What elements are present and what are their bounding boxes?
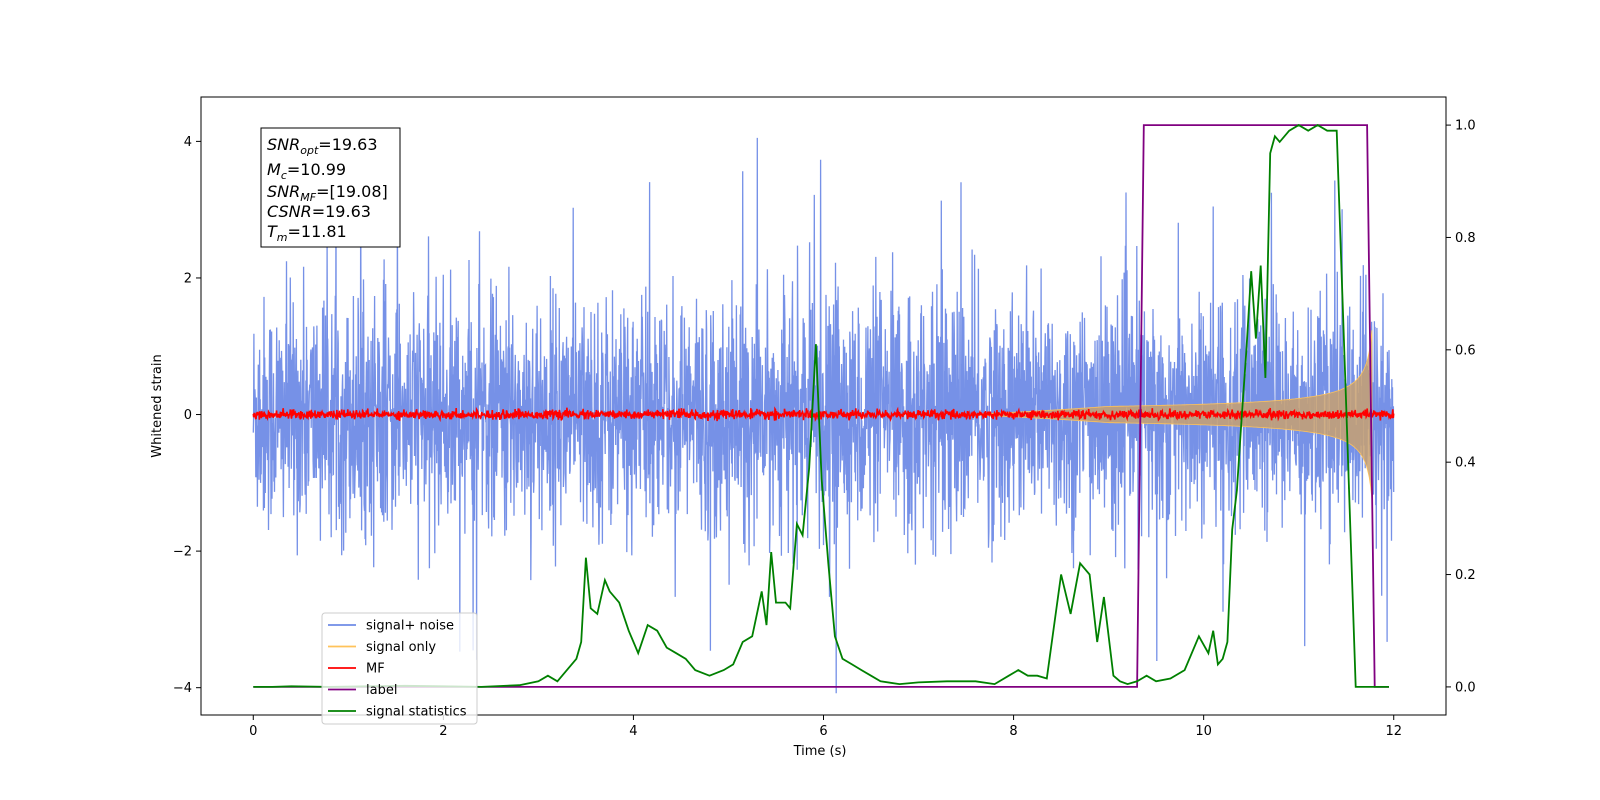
x-tick-label: 4 (629, 724, 637, 739)
annotation-box: SNRopt=19.63 Mc=10.99 SNRMF=[19.08] CSNR… (260, 127, 401, 248)
y2-tick-label: 0.8 (1455, 231, 1476, 246)
legend-label: label (366, 683, 397, 698)
y-tick-label: −4 (173, 681, 192, 696)
series-signal-statistics (253, 124, 1389, 688)
x-tick-label: 2 (439, 724, 447, 739)
x-axis-ticks: 0 2 4 6 8 10 12 (249, 715, 1402, 739)
annot-csnr: CSNR=19.63 (267, 202, 371, 221)
x-tick-label: 12 (1385, 724, 1402, 739)
y-tick-label: 0 (184, 408, 192, 423)
y2-tick-label: 0.6 (1455, 343, 1476, 358)
legend-label: signal only (366, 640, 436, 655)
x-axis-title: Time (s) (793, 744, 847, 759)
annot-snr-opt: SNRopt=19.63 (267, 135, 378, 157)
legend-label: signal+ noise (366, 619, 454, 634)
y2-tick-label: 0.0 (1455, 680, 1476, 695)
y2-tick-label: 0.4 (1455, 456, 1476, 471)
signal-statistics-line (253, 124, 1389, 688)
x-tick-label: 10 (1195, 724, 1212, 739)
annot-mc: Mc=10.99 (267, 160, 346, 182)
legend-label: MF (366, 662, 385, 677)
series-mf (252, 406, 1395, 423)
legend: signal+ noise signal only MF label signal st… (321, 612, 478, 725)
x-tick-label: 8 (1009, 724, 1017, 739)
annot-tm: Tm=11.81 (267, 222, 347, 244)
y2-tick-label: 1.0 (1455, 119, 1476, 134)
y-tick-label: 4 (184, 135, 192, 150)
x-tick-label: 6 (819, 724, 827, 739)
y2-tick-label: 0.2 (1455, 568, 1476, 583)
y2-axis-ticks: 0.0 0.2 0.4 0.6 0.8 1.0 (1446, 119, 1476, 695)
y-tick-label: 2 (184, 271, 192, 286)
y-axis-title: Whitened strain (150, 354, 165, 457)
x-tick-label: 0 (249, 724, 257, 739)
y-tick-label: −2 (173, 545, 192, 560)
annot-snr-mf: SNRMF=[19.08] (267, 182, 388, 204)
legend-label: signal statistics (366, 705, 467, 720)
mf-line (252, 406, 1395, 423)
y-axis-ticks: −4 −2 0 2 4 (173, 135, 201, 696)
